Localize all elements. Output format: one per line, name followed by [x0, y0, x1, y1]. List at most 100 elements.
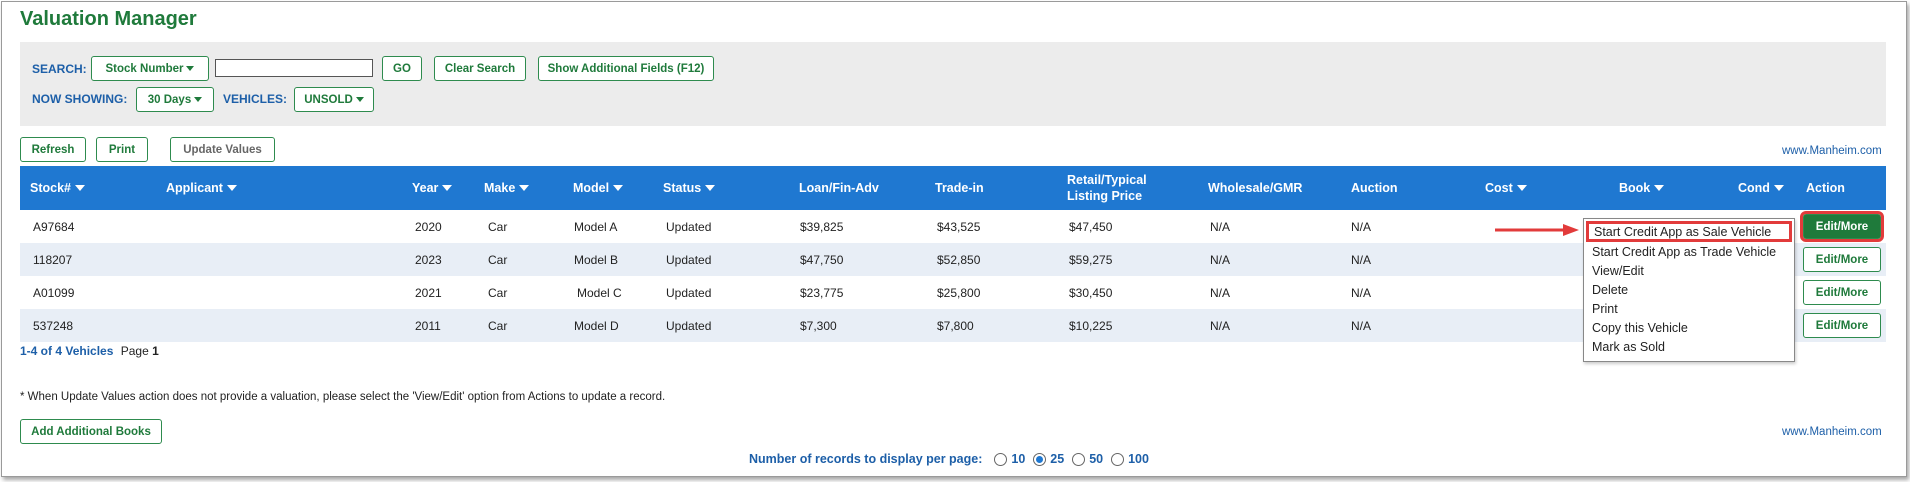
update-values-note: * When Update Values action does not pro… — [20, 391, 666, 403]
cell-year: 2011 — [415, 318, 441, 333]
sort-caret-icon — [705, 185, 716, 191]
sort-caret-icon — [1654, 185, 1665, 191]
vehicles-dropdown[interactable]: UNSOLD — [294, 87, 374, 112]
show-additional-fields-button[interactable]: Show Additional Fields (F12) — [538, 56, 714, 81]
clear-search-button[interactable]: Clear Search — [434, 56, 526, 81]
chevron-down-icon — [194, 97, 203, 102]
col-stock[interactable]: Stock# — [30, 166, 85, 210]
cell-stock: 537248 — [33, 318, 74, 333]
cell-model: Model C — [577, 285, 622, 300]
chevron-down-icon — [355, 97, 364, 102]
col-retail-line2: Listing Price — [1067, 189, 1143, 203]
red-arrow-icon — [1495, 224, 1579, 236]
table-row: 537248 2011 Car Model D Updated $7,300 $… — [20, 309, 1886, 342]
table-row: A01099 2021 Car Model C Updated $23,775 … — [20, 276, 1886, 309]
cell-retail: $59,275 — [1069, 252, 1113, 267]
page-title: Valuation Manager — [20, 8, 197, 30]
sort-caret-icon — [613, 185, 624, 191]
search-input[interactable] — [215, 59, 373, 77]
vehicles-label: VEHICLES: — [223, 92, 288, 106]
sort-caret-icon — [1516, 185, 1527, 191]
record-count: 1-4 of 4 Vehicles Page 1 — [20, 344, 159, 358]
menu-item-mark-as-sold[interactable]: Mark as Sold — [1592, 340, 1665, 354]
cell-year: 2021 — [415, 285, 442, 300]
page-number[interactable]: 1 — [152, 344, 159, 358]
col-trade-in[interactable]: Trade-in — [935, 181, 984, 195]
sort-caret-icon — [519, 185, 530, 191]
cell-loan: $7,300 — [800, 318, 837, 333]
table-row: 118207 2023 Car Model B Updated $47,750 … — [20, 243, 1886, 276]
radio-icon[interactable] — [1111, 452, 1125, 466]
col-action: Action — [1806, 181, 1845, 195]
col-retail-line1: Retail/Typical — [1067, 173, 1147, 187]
per-page-option-25[interactable]: 25 — [1033, 452, 1064, 466]
cell-trade: $43,525 — [937, 219, 981, 234]
per-page-label: Number of records to display per page: — [749, 452, 983, 466]
now-showing-value: 30 Days — [147, 93, 192, 106]
radio-icon[interactable] — [1072, 452, 1086, 466]
search-label: SEARCH: — [32, 62, 87, 76]
sort-caret-icon — [75, 185, 85, 191]
cell-model: Model A — [574, 219, 618, 234]
search-panel: SEARCH: Stock Number GO Clear Search Sho… — [20, 42, 1886, 126]
edit-more-button[interactable]: Edit/More — [1803, 247, 1881, 272]
col-loan[interactable]: Loan/Fin-Adv — [799, 181, 879, 195]
edit-more-button[interactable]: Edit/More — [1803, 313, 1881, 338]
cell-status: Updated — [666, 219, 712, 234]
cell-wholesale: N/A — [1210, 219, 1231, 234]
now-showing-dropdown[interactable]: 30 Days — [136, 87, 214, 112]
cell-auction: N/A — [1351, 285, 1372, 300]
col-year[interactable]: Year — [412, 166, 453, 210]
chevron-down-icon — [186, 66, 195, 71]
cell-auction: N/A — [1351, 318, 1372, 333]
search-field-dropdown[interactable]: Stock Number — [91, 56, 209, 81]
vehicles-grid: Stock# Applicant Year Make Model Status … — [20, 166, 1886, 342]
cell-loan: $39,825 — [800, 219, 844, 234]
col-auction[interactable]: Auction — [1351, 181, 1398, 195]
menu-item-start-credit-app-trade[interactable]: Start Credit App as Trade Vehicle — [1592, 245, 1777, 259]
radio-icon[interactable] — [994, 452, 1008, 466]
menu-item-view-edit[interactable]: View/Edit — [1592, 264, 1644, 278]
cell-wholesale: N/A — [1210, 285, 1231, 300]
cell-model: Model D — [574, 318, 619, 333]
cell-loan: $23,775 — [800, 285, 844, 300]
col-applicant[interactable]: Applicant — [166, 166, 237, 210]
manheim-link-top[interactable]: www.Manheim.com — [1782, 145, 1882, 157]
edit-more-button[interactable]: Edit/More — [1800, 211, 1884, 242]
per-page-option-100[interactable]: 100 — [1111, 452, 1149, 466]
per-page-option-50[interactable]: 50 — [1072, 452, 1103, 466]
cell-stock: A01099 — [33, 285, 75, 300]
cell-loan: $47,750 — [800, 252, 844, 267]
edit-more-button[interactable]: Edit/More — [1803, 280, 1881, 305]
col-book[interactable]: Book — [1619, 166, 1665, 210]
col-retail[interactable]: Retail/Typical Listing Price — [1067, 166, 1147, 210]
col-cost[interactable]: Cost — [1485, 166, 1527, 210]
col-cond[interactable]: Cond — [1738, 166, 1784, 210]
sort-caret-icon — [1773, 185, 1784, 191]
search-field-dropdown-label: Stock Number — [105, 62, 184, 75]
print-button[interactable]: Print — [96, 137, 148, 162]
action-menu: Start Credit App as Sale Vehicle Start C… — [1583, 218, 1795, 362]
menu-item-print[interactable]: Print — [1592, 302, 1618, 316]
col-model[interactable]: Model — [573, 166, 624, 210]
col-status[interactable]: Status — [663, 166, 716, 210]
menu-item-start-credit-app-sale[interactable]: Start Credit App as Sale Vehicle — [1586, 221, 1792, 242]
add-additional-books-button[interactable]: Add Additional Books — [20, 419, 162, 444]
cell-status: Updated — [666, 285, 712, 300]
go-button[interactable]: GO — [382, 56, 422, 81]
cell-make: Car — [488, 318, 508, 333]
col-wholesale[interactable]: Wholesale/GMR — [1208, 181, 1303, 195]
per-page-option-10[interactable]: 10 — [994, 452, 1025, 466]
cell-retail: $47,450 — [1069, 219, 1113, 234]
record-count-value: 1-4 of 4 Vehicles — [20, 344, 114, 358]
refresh-button[interactable]: Refresh — [20, 137, 86, 162]
cell-year: 2023 — [415, 252, 442, 267]
col-make[interactable]: Make — [484, 166, 530, 210]
manheim-link-bottom[interactable]: www.Manheim.com — [1782, 426, 1882, 438]
menu-item-delete[interactable]: Delete — [1592, 283, 1629, 297]
cell-stock: 118207 — [33, 252, 73, 267]
update-values-button[interactable]: Update Values — [170, 137, 275, 162]
radio-selected-icon[interactable] — [1033, 452, 1047, 466]
cell-wholesale: N/A — [1210, 318, 1231, 333]
menu-item-copy-vehicle[interactable]: Copy this Vehicle — [1592, 321, 1688, 335]
